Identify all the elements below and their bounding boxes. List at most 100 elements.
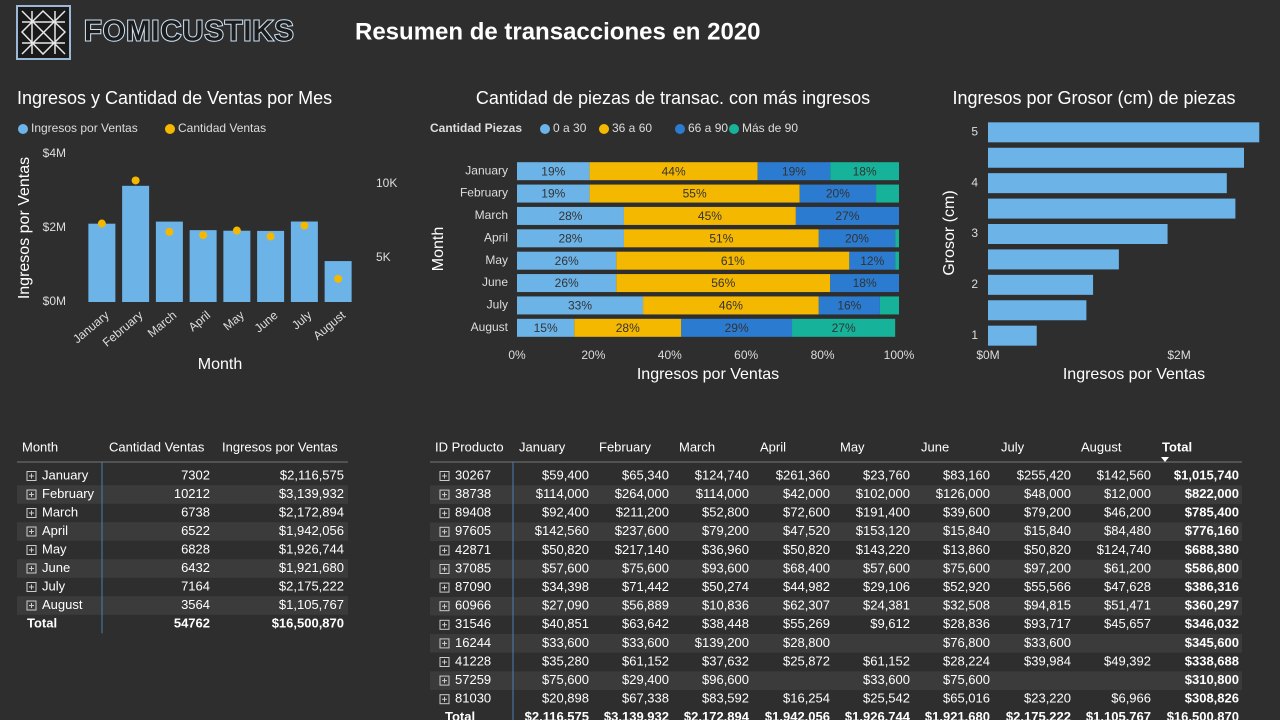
table-cell: 31546	[455, 616, 491, 631]
table-cell: $211,200	[616, 505, 669, 520]
table-cell: $308,826	[1185, 691, 1239, 706]
table-cell: $39,984	[1024, 653, 1071, 668]
table-cell: $15,840	[1024, 523, 1071, 538]
y-axis-title: Ingresos por Ventas	[16, 157, 33, 299]
table-cell: $28,224	[943, 653, 990, 668]
table-cell: $688,380	[1185, 542, 1239, 557]
data-label: 19%	[541, 164, 565, 178]
table-cell: $83,592	[702, 691, 749, 706]
table-cell: $264,000	[615, 486, 669, 501]
bar-segment	[681, 318, 793, 337]
table-cell: $61,152	[863, 653, 910, 668]
table-cell: $20,898	[542, 691, 589, 706]
legend-marker	[675, 124, 685, 134]
table-cell: $28,836	[943, 616, 990, 631]
expand-icon	[26, 563, 37, 574]
data-label: 20%	[826, 187, 850, 201]
data-label: 27%	[835, 209, 859, 223]
table-cell: $50,820	[1024, 542, 1071, 557]
x-tick-label: April	[186, 308, 213, 334]
column-header: January	[519, 439, 566, 454]
dot	[199, 231, 208, 240]
table-cell: $124,740	[695, 467, 749, 482]
table-cell: $96,600	[702, 672, 749, 687]
expand-icon	[29, 566, 34, 571]
table-cell: $84,480	[1104, 523, 1151, 538]
y-tick-label: January	[465, 163, 508, 177]
table-cell: $65,340	[622, 467, 669, 482]
table-cell: $59,400	[542, 467, 589, 482]
total-cell: $2,175,222	[1006, 709, 1071, 720]
data-label: 56%	[711, 276, 735, 290]
bar-segment	[799, 184, 877, 203]
table-cell: $46,200	[1104, 505, 1151, 520]
bar	[189, 230, 217, 302]
dot	[97, 219, 106, 228]
bar-segment	[616, 274, 831, 293]
table-cell: 42871	[455, 542, 491, 557]
table-cell: $217,140	[615, 542, 669, 557]
table-cell: $75,600	[943, 560, 990, 575]
bar	[988, 173, 1227, 194]
row-stripe	[430, 634, 1242, 653]
x-tick-label: June	[252, 308, 281, 336]
table-cell: August	[42, 597, 83, 612]
data-label: 28%	[558, 209, 582, 223]
table-cell: $143,220	[856, 542, 910, 557]
table-cell: $47,628	[1104, 579, 1151, 594]
column-header: February	[599, 439, 652, 454]
x-tick-label: 100%	[884, 348, 915, 362]
bar	[223, 230, 251, 302]
total-cell: $2,116,575	[525, 709, 589, 720]
x-tick-label: 0%	[508, 348, 526, 362]
bar-segment	[830, 274, 899, 293]
data-label: 51%	[709, 231, 733, 245]
bar-segment	[830, 162, 899, 181]
table-cell: $27,090	[542, 598, 589, 613]
expand-icon	[29, 603, 34, 608]
table-cell: 10212	[174, 486, 210, 501]
y-tick-label: May	[485, 253, 508, 267]
table-cell: $42,000	[783, 486, 830, 501]
table-cell: $33,600	[542, 635, 589, 650]
x-tick-label: 20%	[581, 348, 605, 362]
table-cell: $2,172,894	[279, 504, 344, 519]
bar-segment	[517, 229, 624, 248]
total-cell: $2,172,894	[684, 709, 750, 720]
table-cell: $360,297	[1185, 598, 1239, 613]
legend-label: 66 a 90	[688, 121, 728, 135]
table-cell: 6432	[181, 560, 210, 575]
y-tick-label: February	[460, 186, 508, 200]
expand-icon	[29, 584, 34, 590]
table-cell: $338,688	[1185, 653, 1239, 668]
bar	[88, 223, 116, 302]
bar	[988, 224, 1168, 244]
table-cell: $34,398	[542, 579, 589, 594]
bar-segment	[517, 251, 617, 270]
total-cell: $1,921,680	[925, 709, 990, 720]
bar-segment	[623, 229, 819, 248]
table-cell: $142,560	[535, 523, 589, 538]
table-cell: $56,889	[622, 598, 669, 613]
table-cell: 7164	[181, 578, 210, 593]
bar-segment	[876, 184, 899, 203]
x-tick-label: August	[310, 308, 348, 343]
total-cell: $1,942,056	[765, 709, 830, 720]
x-axis-title: Ingresos por Ventas	[637, 366, 779, 383]
table-cell: $65,016	[943, 691, 990, 706]
x-tick-label: 40%	[658, 348, 682, 362]
bar-segment	[818, 229, 896, 248]
table-cell: $9,612	[870, 616, 910, 631]
table-cell: 6828	[181, 541, 210, 556]
table-cell: $102,000	[856, 486, 910, 501]
table-cell: $25,542	[863, 691, 910, 706]
table-cell: 37085	[455, 560, 491, 575]
legend-marker	[18, 124, 28, 134]
y-tick-label: 1	[971, 328, 978, 342]
legend-marker	[165, 124, 175, 134]
legend-label: 0 a 30	[553, 121, 587, 135]
bar	[290, 221, 318, 302]
y-tick-label: 3	[971, 226, 978, 240]
table-cell: $153,120	[856, 523, 910, 538]
expand-icon	[442, 510, 447, 516]
